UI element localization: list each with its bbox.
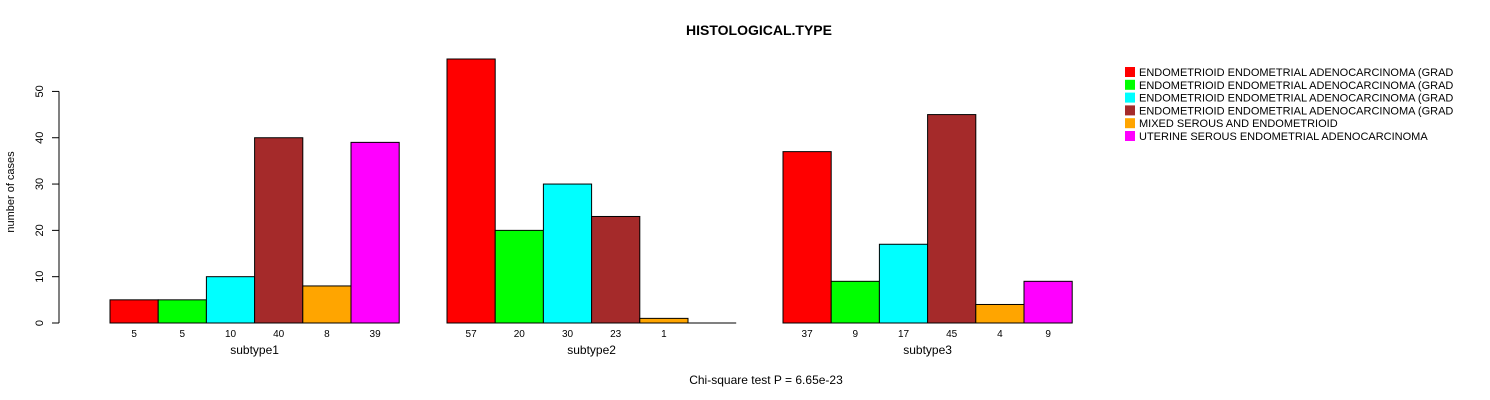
bar (878, 243, 929, 324)
bar-value-label: 4 (997, 329, 1003, 340)
bars-layer (109, 58, 1073, 324)
y-tick-label: 50 (34, 85, 46, 97)
bar-value-label: 10 (225, 329, 237, 340)
legend-swatch (1125, 79, 1135, 90)
bar-value-label: 37 (802, 329, 814, 340)
bar (591, 215, 641, 324)
bar (157, 299, 207, 324)
y-axis: 0 10 20 30 40 50 (34, 85, 60, 326)
y-tick-label: 20 (34, 224, 46, 236)
bar-value-label: 9 (1045, 329, 1051, 340)
bar-value-label: 57 (466, 329, 478, 340)
bar (542, 183, 593, 324)
legend-swatch (1125, 131, 1135, 141)
bar-value-label: 30 (562, 329, 574, 340)
legend-label: ENDOMETRIOID ENDOMETRIAL ADENOCARCINOMA … (1139, 105, 1453, 117)
bar (782, 151, 832, 324)
bar-value-label: 40 (273, 329, 285, 340)
bar-value-label: 5 (131, 329, 137, 340)
bar (109, 299, 159, 324)
legend-swatch (1125, 92, 1135, 103)
legend-swatch (1125, 105, 1135, 116)
y-tick-label: 10 (34, 271, 46, 283)
legend-label: UTERINE SEROUS ENDOMETRIAL ADENOCARCINOM… (1139, 131, 1428, 143)
y-axis-label: number of cases (5, 151, 17, 233)
bar (975, 303, 1025, 324)
legend-label: MIXED SEROUS AND ENDOMETRIOID (1139, 118, 1338, 130)
bar (302, 285, 352, 324)
bar-value-label: 9 (853, 329, 859, 340)
bar (350, 141, 400, 324)
bar-value-label: 45 (946, 329, 958, 340)
bar (254, 137, 304, 324)
bar (446, 58, 496, 324)
labels-layer: 5 5 10 40 8 39 subtype1 57 20 30 23 1 subtype2 37 9 17 4… (131, 329, 1051, 357)
chi-square-footer: Chi-square test P = 6.65e-23 (689, 373, 843, 387)
legend-swatch (1125, 67, 1135, 77)
chart-title: HISTOLOGICAL.TYPE (686, 22, 832, 38)
bar-value-label: 8 (324, 329, 330, 340)
y-tick-label: 30 (34, 178, 46, 190)
bar-value-label: 5 (180, 329, 186, 340)
legend-label: ENDOMETRIOID ENDOMETRIAL ADENOCARCINOMA … (1139, 67, 1453, 79)
y-tick-label: 40 (34, 132, 46, 144)
group-label: subtype1 (230, 343, 279, 357)
bar-value-label: 1 (661, 329, 667, 340)
legend-label: ENDOMETRIOID ENDOMETRIAL ADENOCARCINOMA … (1139, 80, 1453, 92)
bar (205, 276, 256, 324)
bar (830, 280, 880, 324)
legend-label: ENDOMETRIOID ENDOMETRIAL ADENOCARCINOMA … (1139, 93, 1453, 105)
bar (494, 229, 544, 324)
legend: ENDOMETRIOID ENDOMETRIAL ADENOCARCINOMA … (1125, 67, 1453, 143)
y-tick-label: 0 (34, 320, 46, 326)
legend-swatch (1125, 118, 1135, 129)
group-label: subtype3 (903, 343, 952, 357)
bar-value-label: 20 (514, 329, 526, 340)
group-label: subtype2 (567, 343, 616, 357)
bar (639, 317, 689, 324)
bar (927, 114, 977, 324)
bar (1023, 280, 1073, 324)
bar-value-label: 23 (610, 329, 622, 340)
bar-value-label: 39 (370, 329, 382, 340)
bar-value-label: 17 (898, 329, 910, 340)
